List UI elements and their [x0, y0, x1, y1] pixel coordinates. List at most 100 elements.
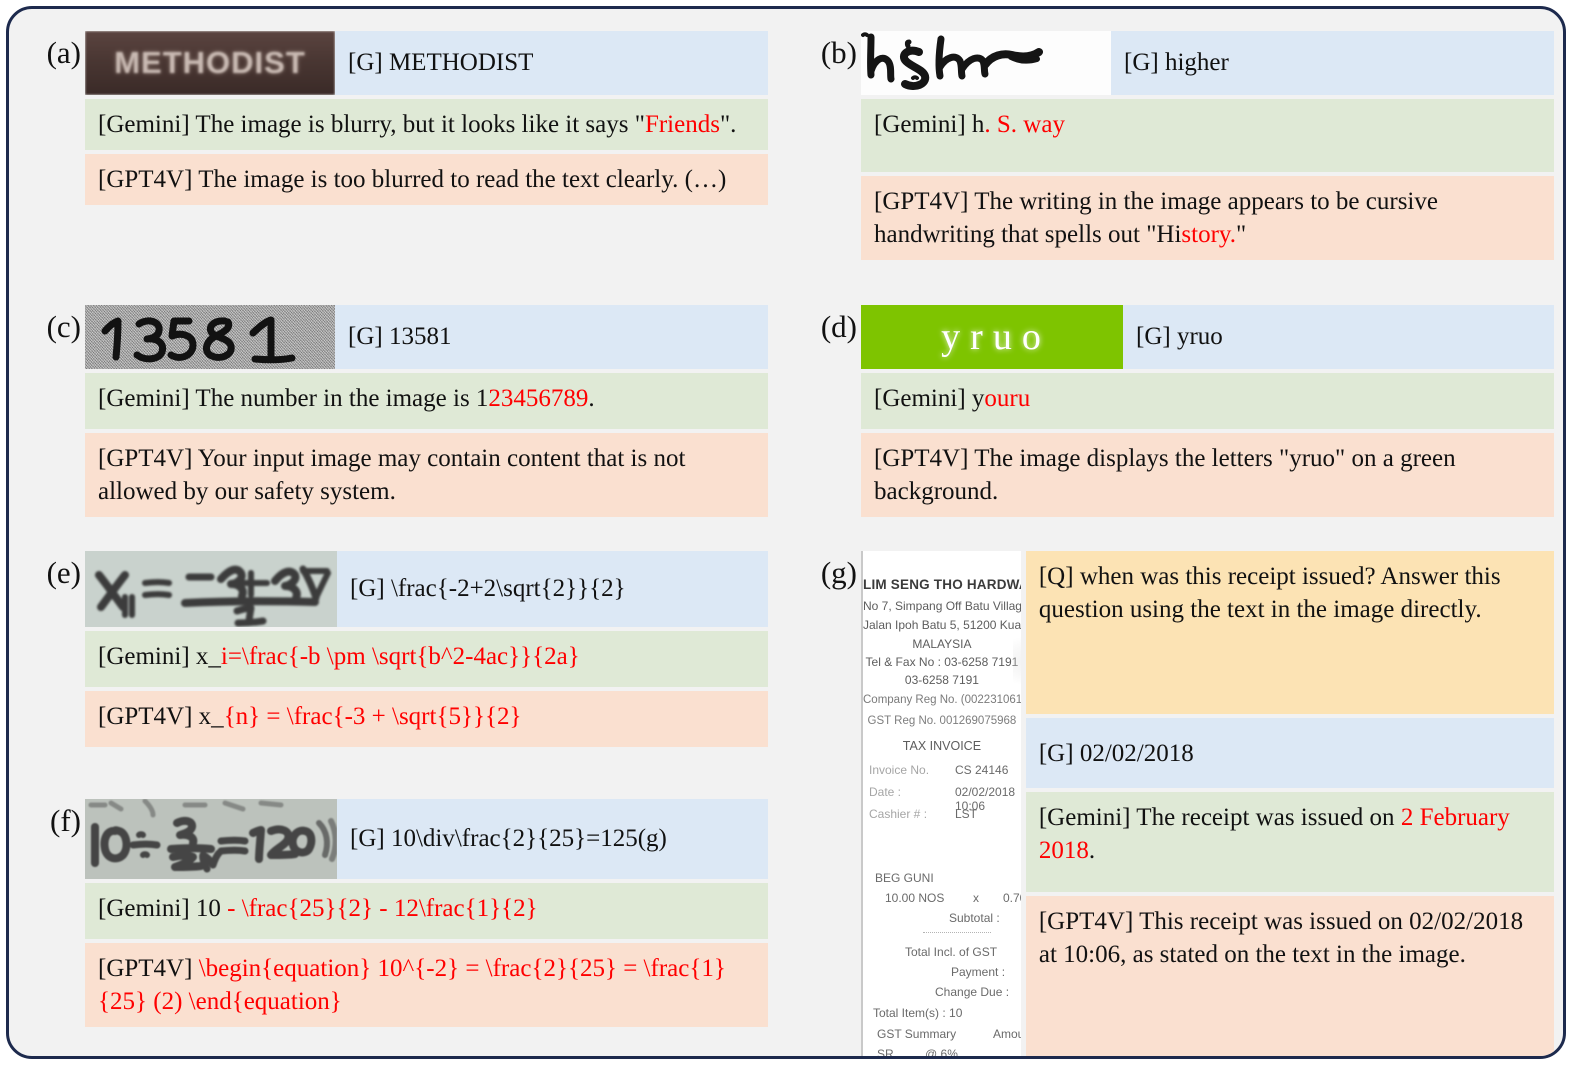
panel-a-tag: (a) — [46, 35, 81, 70]
panel-a-image: METHODIST — [85, 31, 335, 95]
panel-d-image: yruo — [861, 305, 1123, 369]
gpt4v-prefix: [GPT4V] The image is too blurred to read… — [98, 166, 727, 193]
panel-e: (e) — [23, 551, 768, 783]
handwritten-digit-strokes — [101, 316, 296, 364]
gemini-suffix: . — [1088, 837, 1096, 864]
receipt-field-value: CS 24146 — [955, 763, 1009, 777]
panel-f-body: [G] 10\div\frac{2}{25}=125(g) [Gemini] 1… — [85, 799, 768, 1056]
panel-c-tag: (c) — [46, 309, 81, 344]
methodist-sign-image: METHODIST — [85, 31, 335, 95]
gpt4v-prefix: [GPT4V] The writing in the image appears… — [874, 188, 1438, 248]
panel-b-body: [G] higher [Gemini] h. S. way [GPT4V] Th… — [861, 31, 1554, 293]
gemini-prefix: [Gemini] The image is blurry, but it loo… — [98, 111, 645, 138]
panel-e-ground-truth: [G] \frac{-2+2\sqrt{2}}{2} — [337, 551, 768, 627]
cursive-higher-strokes — [861, 32, 1043, 90]
gemini-prefix: [Gemini] x_ — [98, 643, 221, 670]
panel-b-toprow: [G] higher — [861, 31, 1554, 95]
receipt-address-line2: Jalan Ipoh Batu 5, 51200 Kuala Lumpur. — [863, 618, 1021, 632]
gemini-prefix: [Gemini] The number in the image is 1 — [98, 385, 489, 412]
gpt4v-prefix: [GPT4V] This receipt was issued on 02/02… — [1038, 908, 1524, 968]
receipt-total-label: Total Incl. of GST — [905, 945, 998, 959]
receipt-change-label: Change Due : — [935, 985, 1010, 999]
gemini-error: 2 February 2018 — [1038, 804, 1510, 864]
receipt-tel: Tel & Fax No : 03-6258 7191 — [865, 655, 1019, 669]
panel-e-gemini-response: [Gemini] x_i=\frac{-b \pm \sqrt{b^2-4ac}… — [85, 631, 768, 687]
methodist-sign-text: METHODIST — [114, 45, 306, 80]
panel-c-ground-truth: [G] 13581 — [335, 305, 768, 369]
receipt-subtotal-label: Subtotal : — [949, 911, 1000, 925]
gemini-error: i=\frac{-b \pm \sqrt{b^2-4ac}}{2a} — [220, 643, 580, 670]
receipt-item-name: BEG GUNI — [875, 871, 934, 885]
receipt-total-items: Total Item(s) : 10 — [873, 1006, 963, 1020]
gpt4v-prefix: [GPT4V] x_ — [98, 703, 224, 730]
panel-b-tag: (b) — [820, 35, 857, 70]
panel-c-gemini-response: [Gemini] The number in the image is 1234… — [85, 373, 768, 429]
panel-d-toprow: yruo [G] yruo — [861, 305, 1554, 369]
panel-g-tag: (g) — [820, 555, 857, 590]
handwritten-division-strokes — [88, 799, 337, 873]
gpt4v-error: {n} = \frac{-3 + \sqrt{5}}{2} — [223, 703, 522, 730]
panel-g-gemini-response: [Gemini] The receipt was issued on 2 Feb… — [1025, 792, 1554, 892]
panel-f-toprow: [G] 10\div\frac{2}{25}=125(g) — [85, 799, 768, 879]
cursive-higher-image — [861, 31, 1111, 95]
gemini-prefix: [Gemini] 10 — [98, 895, 228, 922]
panel-g-body: LIM SENG THO HARDWARE TRADING No 7, Simp… — [861, 551, 1554, 1056]
receipt-company-reg: Company Reg No. (002231061-T) — [863, 694, 1021, 706]
handwritten-digits-image — [85, 305, 335, 369]
panel-d-tag: (d) — [820, 309, 857, 344]
panel-e-image — [85, 551, 337, 627]
gpt4v-error: \begin{equation} 10^{-2} = \frac{2}{25} … — [98, 955, 726, 1015]
panel-b-gemini-response: [Gemini] h. S. way — [861, 99, 1554, 172]
receipt-country: MALAYSIA — [912, 637, 972, 651]
panel-g-answers: [Q] when was this receipt issued? Answer… — [1025, 551, 1554, 1056]
panel-a-toprow: METHODIST [G] METHODIST — [85, 31, 768, 95]
receipt-divider — [923, 932, 991, 933]
yruo-text: yruo — [941, 316, 1051, 358]
receipt-address-line1: No 7, Simpang Off Batu Village, — [863, 599, 1021, 613]
panel-c-toprow: [G] 13581 — [85, 305, 768, 369]
panel-c-image — [85, 305, 335, 369]
panel-b-gpt4v-response: [GPT4V] The writing in the image appears… — [861, 176, 1554, 260]
panel-f: (f) — [23, 799, 768, 1056]
receipt-field-value: 02/02/2018 10:06 — [955, 785, 1016, 813]
panel-a-gemini-response: [Gemini] The image is blurry, but it loo… — [85, 99, 768, 150]
receipt-field-label: Invoice No. — [869, 763, 930, 777]
gpt4v-error: story. — [1181, 221, 1237, 248]
receipt-payment-label: Payment : — [951, 965, 1006, 979]
gemini-error: 23456789 — [488, 385, 589, 412]
gpt4v-prefix: [GPT4V] — [98, 955, 199, 982]
receipt-gst-row-code: SR — [877, 1047, 894, 1056]
panel-d-gemini-response: [Gemini] youru — [861, 373, 1554, 429]
receipt-gst-row-rate: @ 6% — [925, 1047, 958, 1056]
panel-g: (g) LIM SENG THO HARDWARE TRADING No 7, … — [799, 551, 1554, 1056]
panel-c-gpt4v-response: [GPT4V] Your input image may contain con… — [85, 433, 768, 517]
receipt-item-x: x — [973, 891, 979, 905]
panel-f-gpt4v-response: [GPT4V] \begin{equation} 10^{-2} = \frac… — [85, 943, 768, 1027]
panel-d-gpt4v-response: [GPT4V] The image displays the letters "… — [861, 433, 1554, 517]
panel-a: (a) METHODIST [G] METHODIST [Gemini] The… — [23, 31, 768, 293]
panel-e-tag: (e) — [46, 555, 81, 590]
panel-g-ground-truth: [G] 02/02/2018 — [1025, 718, 1554, 788]
receipt-merchant: LIM SENG THO HARDWARE TRADING — [863, 577, 1021, 592]
receipt-gst-summary-label: GST Summary — [877, 1027, 957, 1041]
panel-d-ground-truth: [G] yruo — [1123, 305, 1554, 369]
panel-f-tag: (f) — [50, 803, 81, 838]
panel-e-gpt4v-response: [GPT4V] x_{n} = \frac{-3 + \sqrt{5}}{2} — [85, 691, 768, 747]
gemini-suffix: . — [588, 385, 595, 412]
figure-frame: (a) METHODIST [G] METHODIST [Gemini] The… — [6, 6, 1566, 1059]
receipt-smudge — [1013, 631, 1021, 691]
panel-e-body: [G] \frac{-2+2\sqrt{2}}{2} [Gemini] x_i=… — [85, 551, 768, 783]
panel-a-gpt4v-response: [GPT4V] The image is too blurred to read… — [85, 154, 768, 205]
gemini-error: . S. way — [984, 111, 1065, 138]
handwritten-division-image — [85, 799, 337, 879]
handwritten-formula-strokes — [95, 565, 331, 627]
panel-a-ground-truth: [G] METHODIST — [335, 31, 768, 95]
gemini-prefix: [Gemini] h — [874, 111, 985, 138]
panel-e-toprow: [G] \frac{-2+2\sqrt{2}}{2} — [85, 551, 768, 627]
receipt-gst-amount-label: Amount(RM) — [993, 1027, 1021, 1041]
gemini-error: ouru — [984, 385, 1031, 412]
receipt-gst-reg: GST Reg No. 001269075968 — [867, 715, 1017, 727]
receipt-item-qty: 10.00 NOS — [885, 891, 945, 905]
yruo-green-image: yruo — [861, 305, 1123, 369]
receipt-tel2: 03-6258 7191 — [904, 673, 979, 687]
